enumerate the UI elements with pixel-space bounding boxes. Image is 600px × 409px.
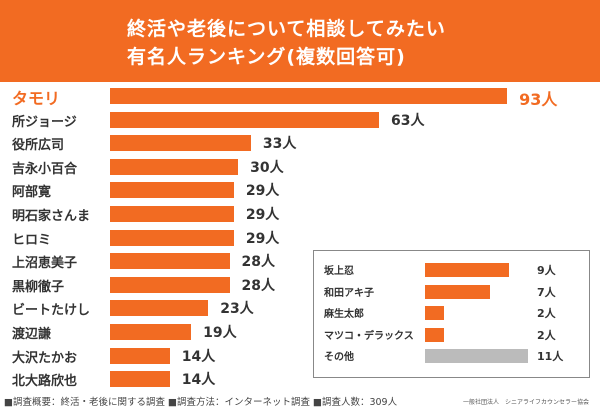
category-label: 渡辺謙	[12, 327, 52, 342]
inset-bar	[425, 263, 510, 277]
inset-category-label: 和田アキ子	[324, 287, 374, 299]
bar	[110, 88, 508, 104]
inset-category-label: マツコ・デラックス	[324, 330, 414, 342]
bar	[110, 300, 209, 317]
bar	[110, 206, 234, 222]
category-label: 明石家さんま	[12, 209, 91, 224]
inset-bar	[425, 349, 528, 363]
inset-category-label: その他	[324, 352, 354, 363]
organization-credit: 一般社団法人 シニアライフカウンセラー協会	[463, 399, 590, 406]
value-label: 63人	[391, 112, 425, 129]
header-banner: 終活や老後について相談してみたい 有名人ランキング(複数回答可)	[0, 0, 600, 82]
value-label: 30人	[250, 159, 284, 176]
survey-footer: ■調査概要：終活・老後に関する調査 ■調査方法：インターネット調査 ■調査人数：…	[4, 397, 398, 408]
value-label: 33人	[262, 136, 297, 153]
category-label: 黒柳徹子	[12, 279, 65, 295]
chart-title-line1: 終活や老後について相談してみたい	[127, 18, 446, 40]
value-label: 19人	[203, 325, 237, 341]
inset-value-label: 2人	[537, 307, 556, 320]
category-label: 北大路欣也	[12, 374, 78, 390]
category-label: 阿部寛	[12, 185, 52, 201]
category-label: ビートたけし	[12, 303, 91, 319]
bar	[110, 158, 239, 175]
category-label: ヒロミ	[12, 232, 52, 248]
value-label: 29人	[245, 230, 280, 247]
chart-title-line2: 有名人ランキング(複数回答可)	[127, 46, 406, 68]
bar	[110, 182, 234, 199]
bar	[110, 253, 230, 270]
value-label: 14人	[181, 348, 216, 365]
inset-value-label: 9人	[537, 264, 556, 277]
inset-category-label: 坂上忍	[324, 266, 354, 277]
value-label: 28人	[241, 277, 276, 294]
bar	[110, 324, 192, 340]
category-label: 上沼恵美子	[12, 256, 78, 272]
value-label: 93人	[519, 90, 558, 109]
bar	[110, 111, 379, 128]
category-label: 役所広司	[12, 138, 65, 154]
category-label: 所ジョージ	[12, 114, 77, 130]
value-label: 14人	[181, 372, 216, 389]
value-label: 23人	[220, 301, 254, 318]
value-label: 29人	[245, 183, 280, 200]
inset-bar-chart: 坂上忍 9人 和田アキ子 7人 麻生太郎 2人 マツコ・デラックス 2人 その他 11人	[313, 250, 590, 378]
bar	[110, 347, 170, 364]
bar	[110, 371, 170, 388]
inset-bar	[425, 327, 444, 342]
inset-bar	[425, 284, 491, 299]
category-label: 大沢たかお	[12, 350, 78, 366]
inset-value-label: 7人	[537, 285, 556, 299]
category-label: 吉永小百合	[12, 161, 78, 177]
bar	[110, 276, 230, 293]
value-label: 28人	[241, 254, 276, 271]
inset-value-label: 2人	[537, 328, 556, 342]
bar	[110, 229, 234, 246]
inset-category-label: 麻生太郎	[324, 309, 364, 320]
bar	[110, 135, 251, 152]
inset-bar	[425, 306, 444, 320]
category-label: タモリ	[12, 89, 61, 108]
inset-value-label: 11人	[537, 350, 564, 363]
value-label: 29人	[245, 207, 280, 223]
